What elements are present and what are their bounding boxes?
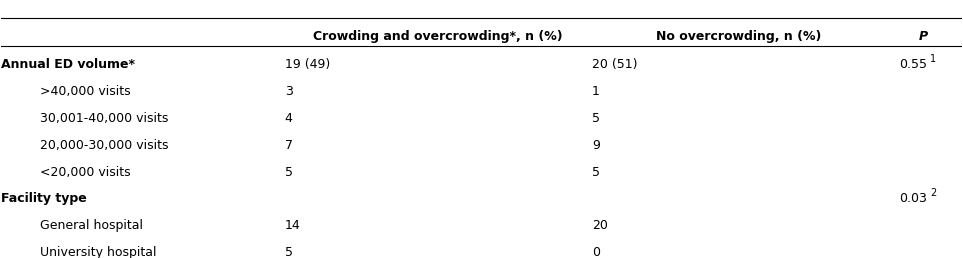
Text: Crowding and overcrowding*, n (%): Crowding and overcrowding*, n (%) [314,30,563,43]
Text: 1: 1 [592,85,600,98]
Text: 7: 7 [285,139,293,152]
Text: Annual ED volume*: Annual ED volume* [1,58,136,71]
Text: 19 (49): 19 (49) [285,58,330,71]
Text: 30,001-40,000 visits: 30,001-40,000 visits [39,112,169,125]
Text: 3: 3 [285,85,293,98]
Text: 20,000-30,000 visits: 20,000-30,000 visits [39,139,169,152]
Text: 0.55: 0.55 [899,58,927,71]
Text: 20: 20 [592,219,608,232]
Text: 14: 14 [285,219,300,232]
Text: 4: 4 [285,112,293,125]
Text: 1: 1 [930,54,936,64]
Text: 0.03: 0.03 [899,192,927,205]
Text: No overcrowding, n (%): No overcrowding, n (%) [656,30,821,43]
Text: 5: 5 [592,166,600,179]
Text: 0: 0 [592,246,600,258]
Text: 2: 2 [930,188,936,198]
Text: University hospital: University hospital [39,246,156,258]
Text: <20,000 visits: <20,000 visits [39,166,130,179]
Text: 5: 5 [592,112,600,125]
Text: 5: 5 [285,246,293,258]
Text: 9: 9 [592,139,600,152]
Text: P: P [919,30,927,43]
Text: >40,000 visits: >40,000 visits [39,85,130,98]
Text: 5: 5 [285,166,293,179]
Text: General hospital: General hospital [39,219,143,232]
Text: 20 (51): 20 (51) [592,58,638,71]
Text: Facility type: Facility type [1,192,87,205]
